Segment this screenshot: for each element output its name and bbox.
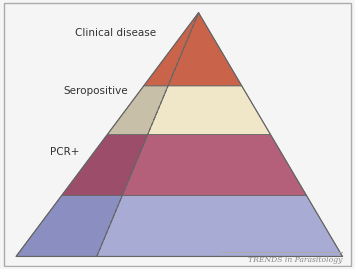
Text: Clinical disease: Clinical disease <box>75 27 157 38</box>
Polygon shape <box>16 195 122 256</box>
Text: TRENDS in Parasitology: TRENDS in Parasitology <box>248 256 342 264</box>
Polygon shape <box>62 134 148 195</box>
Polygon shape <box>148 86 271 134</box>
Polygon shape <box>122 134 306 195</box>
Text: Seropositive: Seropositive <box>64 86 129 96</box>
Text: PCR+: PCR+ <box>50 147 79 157</box>
Polygon shape <box>168 13 242 86</box>
Polygon shape <box>144 13 198 86</box>
Polygon shape <box>107 86 168 134</box>
Polygon shape <box>97 195 342 256</box>
